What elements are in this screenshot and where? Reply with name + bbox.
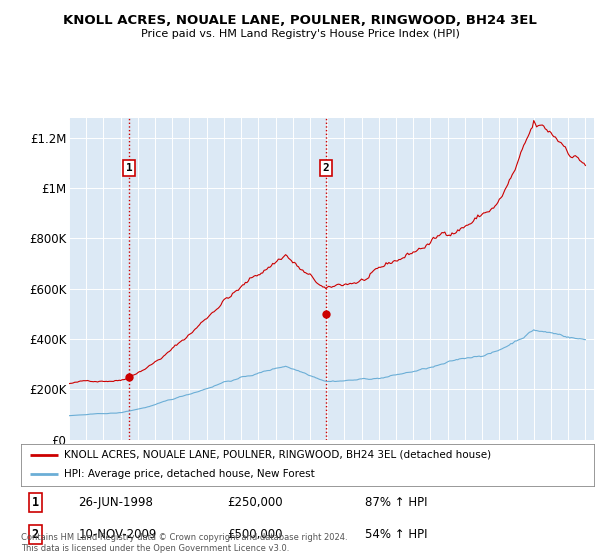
- Text: KNOLL ACRES, NOUALE LANE, POULNER, RINGWOOD, BH24 3EL: KNOLL ACRES, NOUALE LANE, POULNER, RINGW…: [63, 14, 537, 27]
- Text: HPI: Average price, detached house, New Forest: HPI: Average price, detached house, New …: [64, 469, 315, 479]
- Text: 54% ↑ HPI: 54% ↑ HPI: [365, 528, 427, 541]
- Text: 87% ↑ HPI: 87% ↑ HPI: [365, 496, 427, 509]
- Text: 1: 1: [32, 496, 39, 509]
- Text: Price paid vs. HM Land Registry's House Price Index (HPI): Price paid vs. HM Land Registry's House …: [140, 29, 460, 39]
- Text: 1: 1: [126, 163, 133, 173]
- Text: KNOLL ACRES, NOUALE LANE, POULNER, RINGWOOD, BH24 3EL (detached house): KNOLL ACRES, NOUALE LANE, POULNER, RINGW…: [64, 450, 491, 460]
- Text: 10-NOV-2009: 10-NOV-2009: [79, 528, 157, 541]
- Text: 26-JUN-1998: 26-JUN-1998: [79, 496, 153, 509]
- Text: Contains HM Land Registry data © Crown copyright and database right 2024.
This d: Contains HM Land Registry data © Crown c…: [21, 533, 347, 553]
- Text: 2: 2: [322, 163, 329, 173]
- Text: £250,000: £250,000: [227, 496, 283, 509]
- Text: £500,000: £500,000: [227, 528, 283, 541]
- Text: 2: 2: [32, 528, 39, 541]
